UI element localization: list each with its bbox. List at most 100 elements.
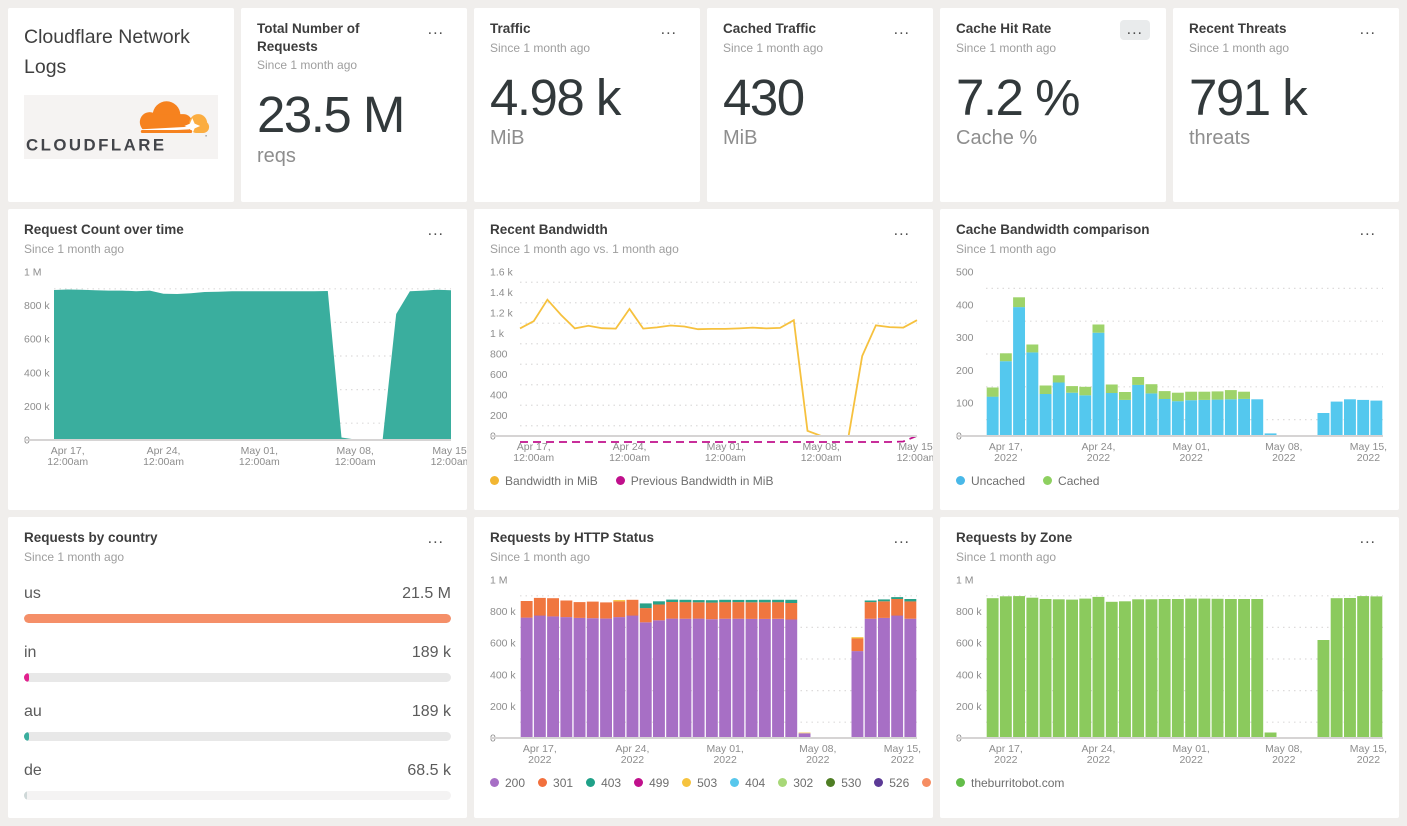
panel-menu-button[interactable]: ... — [893, 530, 910, 547]
bar-segment — [904, 598, 917, 601]
legend-item[interactable]: theburritobot.com — [956, 776, 1064, 790]
svg-text:May 15,: May 15, — [884, 743, 921, 755]
bar-segment — [1013, 595, 1025, 738]
bar-segment — [1171, 400, 1184, 436]
bar-segment — [772, 601, 784, 619]
svg-text:600: 600 — [490, 369, 508, 381]
svg-text:’: ’ — [205, 134, 207, 143]
legend-item[interactable]: 530 — [826, 776, 861, 790]
bar-segment — [891, 615, 904, 738]
bar-segment — [692, 601, 705, 619]
bar-segment — [1198, 598, 1211, 738]
stat-value: 430 — [723, 68, 805, 126]
svg-text:May 08,: May 08, — [799, 743, 836, 755]
panel-subtitle: Since 1 month ago — [723, 40, 824, 55]
svg-text:600 k: 600 k — [24, 333, 50, 345]
legend-item[interactable]: Bandwidth in MiB — [490, 474, 598, 488]
bar-segment — [1238, 598, 1250, 738]
svg-text:800: 800 — [490, 348, 508, 360]
legend-label: 404 — [745, 775, 766, 790]
bar-segment — [1370, 595, 1383, 738]
legend-label: 403 — [601, 775, 622, 790]
svg-text:May 01,: May 01, — [707, 441, 744, 453]
chart-legend: Bandwidth in MiB Previous Bandwidth in Mi… — [490, 474, 917, 488]
legend-dot-icon — [922, 778, 932, 788]
svg-text:2022: 2022 — [1179, 754, 1203, 766]
panel-subtitle: Since 1 month ago — [24, 241, 125, 256]
panel-menu-button[interactable]: ... — [893, 21, 910, 38]
svg-text:600 k: 600 k — [490, 637, 516, 649]
legend-label: Previous Bandwidth in MiB — [630, 473, 774, 488]
panel-menu-button[interactable]: ... — [893, 222, 910, 239]
legend-item[interactable]: 499 — [634, 776, 669, 790]
legend-item[interactable]: Previous Bandwidth in MiB — [615, 473, 774, 488]
panel-requests-by-http-status: Requests by HTTP Status Since 1 month ag… — [474, 517, 933, 818]
legend-item[interactable]: 404 — [730, 776, 765, 790]
bar-segment — [639, 602, 652, 608]
bar-segment — [1344, 398, 1356, 436]
legend-item[interactable]: Cached — [1043, 474, 1099, 488]
panel-menu-button[interactable]: ... — [1359, 222, 1376, 239]
svg-text:12:00am: 12:00am — [897, 452, 933, 464]
legend-dot-icon — [586, 778, 596, 788]
legend-item[interactable]: 503 — [682, 776, 717, 790]
panel-menu-button[interactable]: ... — [1359, 530, 1376, 547]
bar-segment — [679, 601, 692, 619]
panel-menu-button[interactable]: ... — [427, 21, 444, 38]
country-bar-track — [24, 731, 451, 741]
panel-cache-hit-rate: Cache Hit Rate Since 1 month ago ... 7.2… — [940, 8, 1166, 202]
bar-segment — [1145, 392, 1158, 436]
legend-label: 301 — [553, 775, 574, 790]
legend-item[interactable]: 403 — [586, 776, 621, 790]
bar-segment — [1158, 398, 1171, 436]
panel-menu-button[interactable]: ... — [1359, 21, 1376, 38]
legend-item[interactable]: Uncached — [956, 474, 1025, 488]
panel-menu-button[interactable]: ... — [427, 530, 444, 547]
legend-item[interactable]: 302 — [778, 776, 813, 790]
bar-segment — [1119, 399, 1131, 436]
svg-text:Apr 24,: Apr 24, — [1082, 743, 1116, 755]
panel-requests-by-country: Requests by country Since 1 month ago ..… — [8, 517, 467, 818]
svg-text:May 08,: May 08, — [1265, 441, 1302, 453]
svg-text:12:00am: 12:00am — [705, 452, 746, 464]
svg-text:May 15,: May 15, — [898, 441, 933, 453]
panel-menu-button[interactable]: ... — [1119, 20, 1150, 40]
svg-text:200 k: 200 k — [490, 700, 516, 712]
panel-menu-button[interactable]: ... — [660, 21, 677, 38]
svg-text:1 M: 1 M — [490, 574, 508, 586]
svg-text:12:00am: 12:00am — [609, 452, 650, 464]
bar-segment — [653, 600, 665, 605]
country-value: 21.5 M — [402, 584, 451, 602]
legend-label: 200 — [505, 775, 526, 790]
svg-text:12:00am: 12:00am — [801, 452, 842, 464]
panel-subtitle: Since 1 month ago vs. 1 month ago — [490, 241, 679, 256]
legend-label: 530 — [841, 775, 862, 790]
bar-segment — [1185, 598, 1198, 738]
svg-text:Apr 24,: Apr 24, — [613, 441, 647, 453]
bar-segment — [1251, 598, 1264, 738]
legend-item[interactable]: 301 — [538, 776, 573, 790]
svg-text:2022: 2022 — [1272, 452, 1296, 464]
panel-recent-bandwidth: Recent Bandwidth Since 1 month ago vs. 1… — [474, 209, 933, 510]
legend-item[interactable]: 200 — [490, 776, 525, 790]
country-value: 189 k — [411, 702, 451, 720]
legend-item[interactable]: 524 — [922, 776, 933, 790]
panel-subtitle: Since 1 month ago — [1189, 40, 1290, 55]
legend-label: 503 — [697, 775, 718, 790]
legend-item[interactable]: 526 — [874, 776, 909, 790]
svg-text:2022: 2022 — [528, 754, 552, 766]
bar-segment — [1119, 391, 1131, 400]
bar-segment — [1052, 374, 1065, 383]
bar-segment — [679, 599, 692, 602]
bar-segment — [758, 601, 771, 619]
panel-menu-button[interactable]: ... — [427, 222, 444, 239]
svg-text:1 k: 1 k — [490, 328, 505, 340]
bar-segment — [705, 602, 718, 619]
bar-segment — [719, 618, 732, 738]
svg-text:800 k: 800 k — [490, 606, 516, 618]
